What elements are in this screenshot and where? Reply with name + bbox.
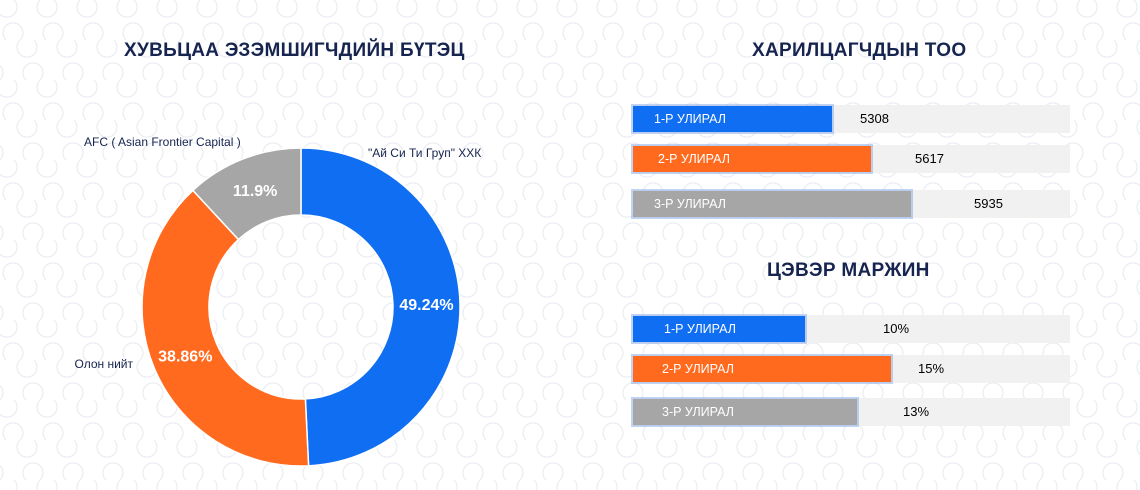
donut-chart-title: ХУВЬЦАА ЭЗЭМШИГЧДИЙН БҮТЭЦ: [124, 40, 465, 61]
bar-category-label: 1-Р УЛИРАЛ: [654, 112, 726, 126]
slice-category-label: AFC ( Asian Frontier Capital ): [84, 135, 241, 149]
bar-row: 3-Р УЛИРАЛ 5935: [633, 190, 1070, 218]
bar: [633, 106, 832, 132]
bar: [633, 399, 857, 425]
margin-chart-title: ЦЭВЭР МАРЖИН: [767, 260, 930, 281]
bar-value-label: 15%: [918, 361, 945, 376]
bar: [633, 191, 911, 217]
slice-category-label: "Ай Си Ти Груп" ХХК: [368, 146, 481, 160]
bar-value-label: 5308: [860, 111, 889, 126]
bar: [633, 146, 871, 172]
bar-row: 3-Р УЛИРАЛ 13%: [633, 398, 1070, 426]
bar-row: 1-Р УЛИРАЛ 5308: [633, 105, 1070, 133]
slice-percent-label: 11.9%: [233, 183, 277, 200]
slice-category-label: Олон нийт: [75, 357, 134, 371]
bar-row: 2-Р УЛИРАЛ 15%: [633, 355, 1070, 383]
slice-percent-label: 38.86%: [158, 349, 212, 366]
bar-value-label: 13%: [903, 404, 930, 419]
shareholder-donut-chart: 49.24% 38.86% 11.9% "Ай Си Ти Груп" ХХК Олон…: [75, 135, 481, 467]
bar: [633, 316, 805, 342]
bar-value-label: 10%: [883, 321, 910, 336]
customers-chart-title: ХАРИЛЦАГЧДЫН ТОО: [752, 40, 967, 61]
bar-value-label: 5935: [974, 196, 1003, 211]
bar-row: 2-Р УЛИРАЛ 5617: [633, 145, 1070, 173]
bar-value-label: 5617: [915, 151, 944, 166]
bar-row: 1-Р УЛИРАЛ 10%: [633, 315, 1070, 343]
bar-category-label: 3-Р УЛИРАЛ: [654, 197, 726, 211]
bar-category-label: 1-Р УЛИРАЛ: [664, 322, 736, 336]
bar-category-label: 2-Р УЛИРАЛ: [662, 362, 734, 376]
donut-slice: [300, 147, 461, 467]
donut-slice: [191, 147, 302, 241]
bar-category-label: 3-Р УЛИРАЛ: [662, 405, 734, 419]
slice-percent-label: 49.24%: [399, 297, 453, 314]
donut-slice: [141, 189, 310, 467]
bar: [633, 356, 891, 382]
bar-category-label: 2-Р УЛИРАЛ: [658, 152, 730, 166]
